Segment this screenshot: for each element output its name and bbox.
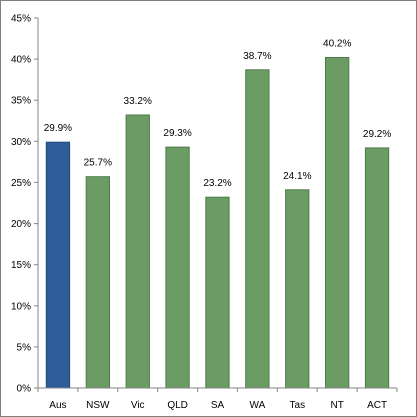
data-label-nt: 40.2% bbox=[323, 39, 351, 50]
labels-layer: 29.9% Aus 25.7% NSW 33.2% Vic 29.3% QLD 23.2% SA 3… bbox=[11, 14, 391, 412]
category-label-nt: NT bbox=[331, 400, 344, 411]
data-label-act: 29.2% bbox=[363, 129, 391, 140]
y-tick-label: 0% bbox=[17, 384, 32, 395]
data-label-nsw: 25.7% bbox=[84, 158, 112, 169]
category-label-sa: SA bbox=[211, 400, 225, 411]
category-label-wa: WA bbox=[250, 400, 266, 411]
axis-layer bbox=[34, 17, 398, 392]
y-tick-label: 20% bbox=[11, 219, 31, 230]
y-tick-label: 45% bbox=[11, 14, 31, 25]
category-label-tas: Tas bbox=[290, 400, 306, 411]
bar-tas bbox=[285, 189, 310, 389]
category-label-nsw: NSW bbox=[86, 400, 110, 411]
bar-nsw bbox=[85, 176, 110, 389]
data-label-aus: 29.9% bbox=[44, 123, 72, 134]
y-tick-label: 30% bbox=[11, 137, 31, 148]
category-label-vic: Vic bbox=[131, 400, 145, 411]
y-tick-label: 15% bbox=[11, 260, 31, 271]
bar-wa bbox=[245, 69, 270, 389]
category-label-act: ACT bbox=[367, 400, 387, 411]
y-tick-label: 5% bbox=[17, 342, 32, 353]
y-tick-label: 10% bbox=[11, 301, 31, 312]
bar-aus bbox=[45, 141, 71, 389]
data-label-qld: 29.3% bbox=[163, 128, 191, 139]
bars-layer bbox=[45, 57, 390, 389]
y-tick-label: 25% bbox=[11, 178, 31, 189]
bar-vic bbox=[125, 114, 150, 389]
bar-qld bbox=[165, 146, 190, 389]
data-label-wa: 38.7% bbox=[243, 51, 271, 62]
data-label-vic: 33.2% bbox=[124, 96, 152, 107]
category-label-aus: Aus bbox=[49, 400, 66, 411]
data-label-sa: 23.2% bbox=[203, 178, 231, 189]
data-label-tas: 24.1% bbox=[283, 171, 311, 182]
category-label-qld: QLD bbox=[167, 400, 188, 411]
bar-nt bbox=[325, 57, 350, 389]
y-tick-label: 40% bbox=[11, 55, 31, 66]
y-tick-label: 35% bbox=[11, 96, 31, 107]
bar-sa bbox=[205, 196, 230, 389]
bar-act bbox=[364, 147, 390, 389]
